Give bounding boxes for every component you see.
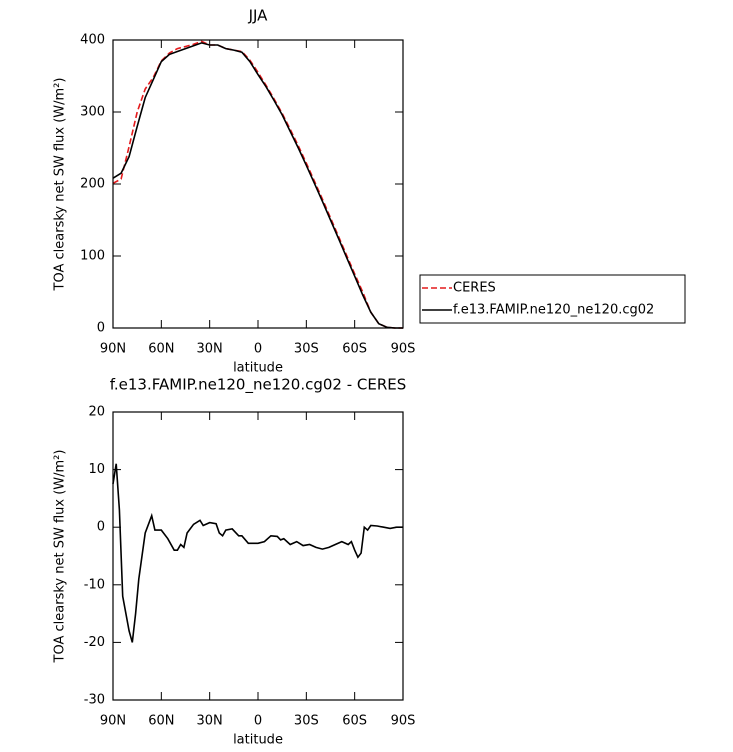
y-tick-label: -10	[84, 577, 105, 592]
chart-title: JJA	[248, 7, 269, 25]
x-tick-label: 30N	[197, 714, 223, 729]
x-tick-label: 90N	[100, 342, 126, 357]
data-line	[112, 42, 403, 329]
data-line	[112, 463, 403, 643]
legend-label: f.e13.FAMIP.ne120_ne120.cg02	[453, 303, 654, 318]
y-tick-label: 200	[80, 177, 105, 192]
chart-title: f.e13.FAMIP.ne120_ne120.cg02 - CERES	[110, 376, 407, 395]
data-line	[112, 40, 403, 329]
x-tick-label: 30N	[197, 342, 223, 357]
x-tick-label: 60S	[342, 714, 367, 729]
y-tick-label: 0	[97, 520, 105, 535]
x-tick-label: 60N	[148, 714, 174, 729]
legend-box	[419, 274, 686, 324]
x-tick-label: 90S	[391, 342, 416, 357]
x-tick-label: 0	[254, 714, 262, 729]
y-axis-label: TOA clearsky net SW flux (W/m²)	[53, 78, 68, 292]
x-axis-label: latitude	[233, 733, 283, 748]
plot-frame	[112, 39, 404, 329]
x-axis-label: latitude	[233, 361, 283, 376]
x-tick-label: 0	[254, 342, 262, 357]
y-tick-label: 0	[97, 321, 105, 336]
y-tick-label: 20	[88, 405, 105, 420]
y-tick-label: 300	[80, 105, 105, 120]
x-tick-label: 30S	[294, 342, 319, 357]
x-tick-label: 90S	[391, 714, 416, 729]
y-tick-label: -20	[84, 635, 105, 650]
plot-frame	[112, 411, 404, 701]
x-tick-label: 90N	[100, 714, 126, 729]
y-axis-label: TOA clearsky net SW flux (W/m²)	[53, 450, 68, 664]
legend-label: CERES	[453, 281, 496, 296]
x-tick-label: 30S	[294, 714, 319, 729]
y-tick-label: 100	[80, 249, 105, 264]
y-tick-label: 10	[88, 462, 105, 477]
y-tick-label: -30	[84, 693, 105, 708]
y-tick-label: 400	[80, 33, 105, 48]
x-tick-label: 60S	[342, 342, 367, 357]
x-tick-label: 60N	[148, 342, 174, 357]
